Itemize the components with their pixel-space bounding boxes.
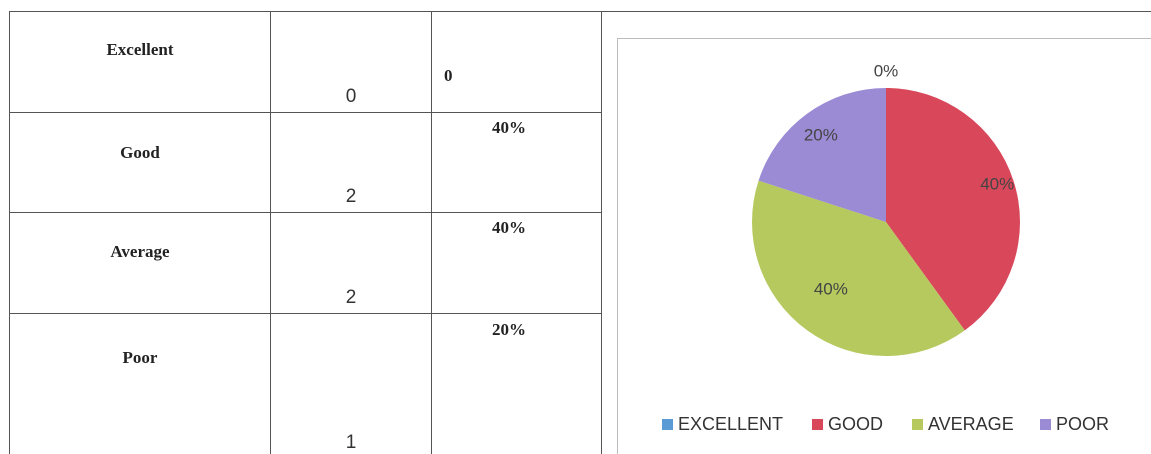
- legend-swatch-poor: [1040, 419, 1051, 430]
- table-row-label: Average: [110, 242, 170, 261]
- table-divider: [270, 11, 271, 454]
- chart-area: [617, 38, 1151, 454]
- legend-label-excellent: EXCELLENT: [678, 414, 783, 434]
- table-row-count: 2: [345, 186, 357, 207]
- pie-data-label: 40%: [814, 279, 848, 298]
- table-row-label: Good: [120, 143, 160, 162]
- legend-swatch-good: [812, 419, 823, 430]
- pie-data-label: 20%: [804, 126, 838, 145]
- table-row-label: Poor: [122, 348, 158, 367]
- pie-slice-poor: [758, 88, 886, 222]
- pie-data-label: 0%: [874, 61, 899, 80]
- pie-slice-good: [886, 88, 1020, 331]
- table-row-count: 2: [345, 287, 357, 308]
- legend-label-good: GOOD: [828, 414, 883, 434]
- table-divider: [9, 212, 601, 213]
- pie-data-label: 40%: [980, 174, 1014, 193]
- pie-slice-average: [751, 180, 965, 357]
- legend-swatch-excellent: [662, 419, 673, 430]
- legend-label-average: AVERAGE: [928, 414, 1014, 434]
- table-divider: [9, 313, 601, 314]
- table-row-percent: 40%: [492, 118, 526, 137]
- table-row-percent: 40%: [492, 218, 526, 237]
- table-row-count: 1: [345, 432, 357, 453]
- table-row-percent: 0: [444, 66, 453, 85]
- data-table: [9, 11, 1151, 454]
- table-divider: [601, 11, 602, 454]
- table-row-percent: 20%: [492, 320, 526, 339]
- table-divider: [431, 11, 432, 454]
- legend-swatch-average: [912, 419, 923, 430]
- table-divider: [9, 112, 601, 113]
- table-row-count: 0: [345, 86, 357, 107]
- legend-label-poor: POOR: [1056, 414, 1109, 434]
- table-row-label: Excellent: [106, 40, 174, 59]
